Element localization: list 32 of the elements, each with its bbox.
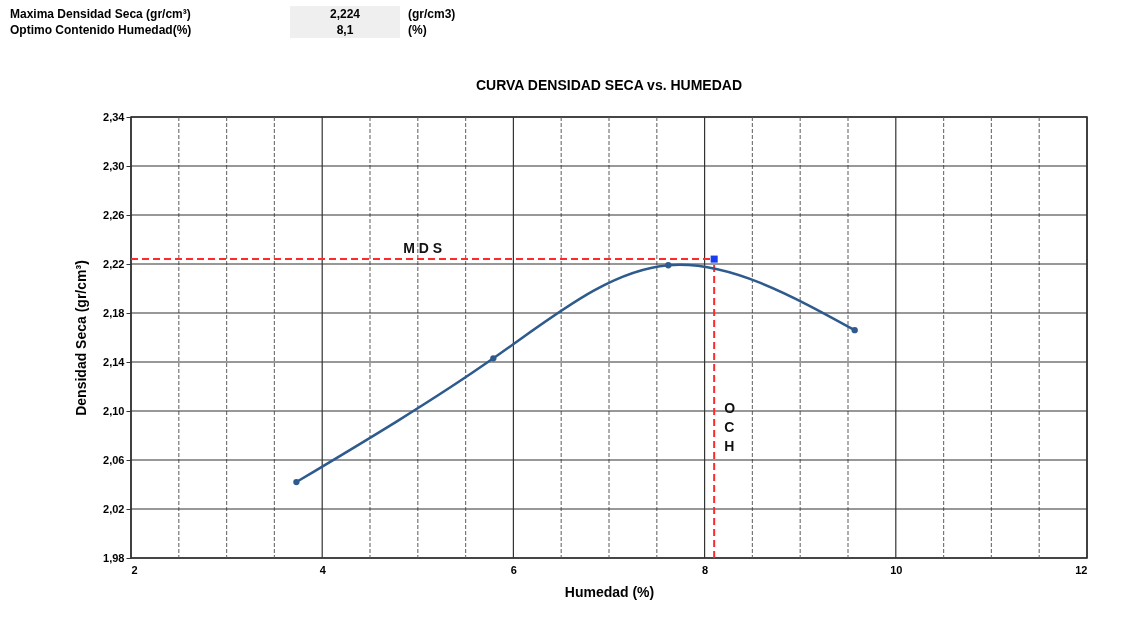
text: Optimo Contenido Humedad(%) bbox=[10, 22, 193, 38]
text: (gr/cm3) bbox=[407, 6, 457, 22]
point bbox=[710, 255, 718, 263]
x-tick-label: 10 bbox=[890, 563, 903, 576]
y-tick-label: 2,22 bbox=[103, 257, 125, 270]
y-tick-label: 2,30 bbox=[103, 159, 125, 172]
text: (%) bbox=[407, 22, 428, 38]
x-tick-label: 2 bbox=[131, 563, 138, 576]
text: 2,224 bbox=[290, 6, 400, 22]
x-tick-label: 4 bbox=[319, 563, 327, 576]
y-tick-label: 2,02 bbox=[103, 502, 125, 515]
y-tick-label: 1,98 bbox=[103, 551, 125, 564]
y-tick-label: 2,26 bbox=[103, 208, 125, 221]
x-tick-label: 8 bbox=[702, 563, 709, 576]
point bbox=[851, 326, 858, 334]
x-tick-label: 6 bbox=[510, 563, 517, 576]
point bbox=[665, 262, 672, 269]
y-axis-title: Densidad Seca (gr/cm³) bbox=[73, 260, 90, 416]
y-tick-label: 2,06 bbox=[103, 453, 125, 466]
y-tick-label: 2,34 bbox=[103, 110, 126, 123]
x-tick-label: 12 bbox=[1075, 563, 1088, 576]
point bbox=[293, 478, 300, 486]
text: Maxima Densidad Seca (gr/cm³) bbox=[10, 6, 192, 22]
x-axis-title: Humedad (%) bbox=[564, 583, 655, 600]
y-tick-label: 2,14 bbox=[103, 355, 126, 368]
y-tick-label: 2,18 bbox=[103, 306, 125, 319]
chart-title: CURVA DENSIDAD SECA vs. HUMEDAD bbox=[475, 77, 743, 93]
ref-line-label: OCH bbox=[724, 399, 736, 454]
ref-line-label: M D S bbox=[403, 240, 443, 257]
y-tick-label: 2,10 bbox=[103, 404, 125, 417]
text: 8,1 bbox=[290, 22, 400, 38]
point bbox=[490, 355, 497, 362]
